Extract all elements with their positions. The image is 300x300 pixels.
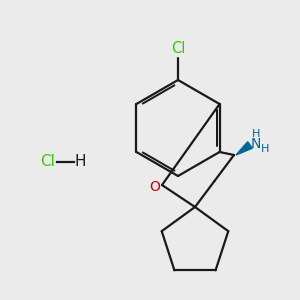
- Text: N: N: [251, 137, 261, 151]
- Text: Cl: Cl: [171, 41, 185, 56]
- Polygon shape: [236, 142, 252, 155]
- Text: H: H: [74, 154, 86, 169]
- Text: O: O: [150, 180, 160, 194]
- Text: Cl: Cl: [40, 154, 56, 169]
- Text: H: H: [261, 144, 269, 154]
- Text: H: H: [252, 129, 260, 139]
